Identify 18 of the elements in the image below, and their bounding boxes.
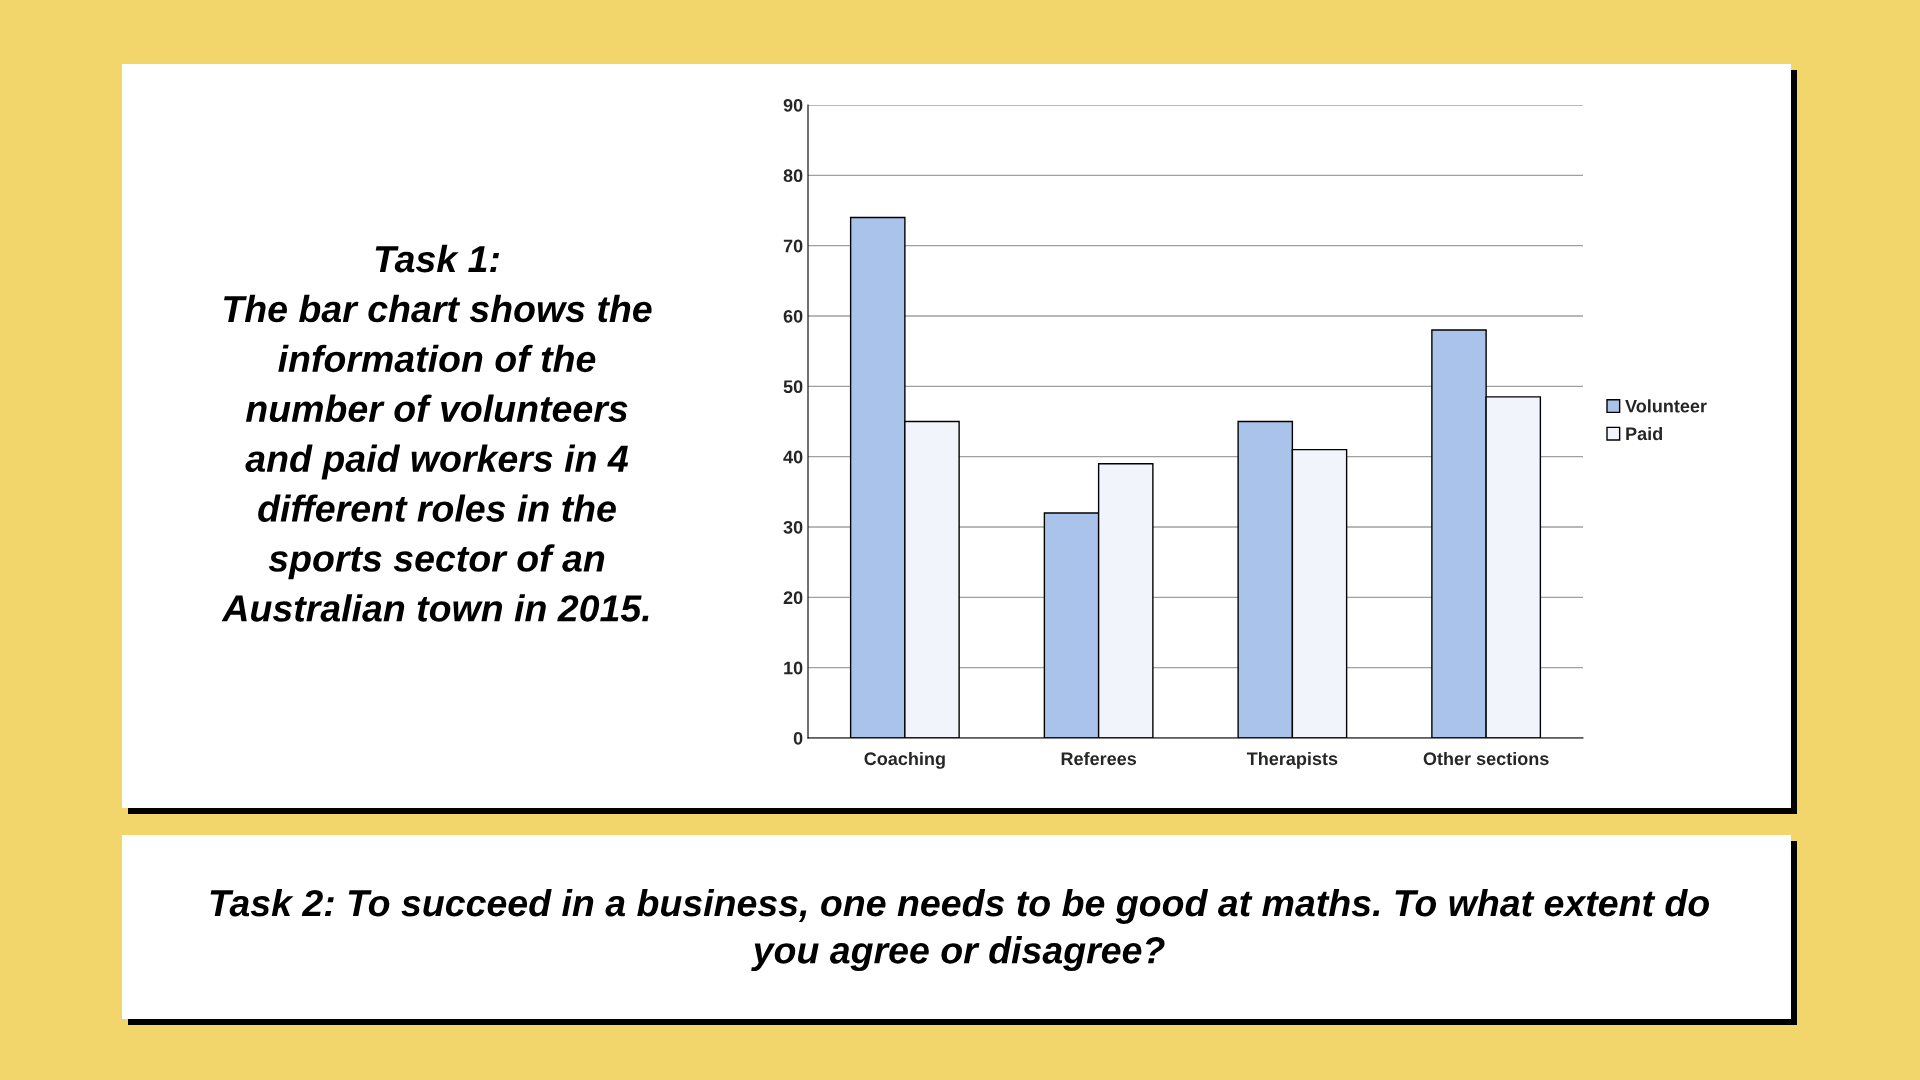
text: Task 1: The bar chart shows the information of the number of volunteers and paid workers in 4 different roles in the sports sector of an Australian town in 2015. <box>221 244 652 622</box>
text: Task 2: To succeed in a business, one needs to be good at maths. To what extent do you agree or disagree? <box>210 888 1710 972</box>
y-tick-label: 0 <box>793 731 803 745</box>
y-tick-label: 80 <box>783 169 803 183</box>
x-tick-label: Therapists <box>1246 751 1338 769</box>
x-tick-label: Other sections <box>1423 751 1549 766</box>
x-tick-label: Referees <box>1061 751 1137 766</box>
y-tick-label: 20 <box>783 591 803 605</box>
legend-label: Paid <box>1626 426 1662 441</box>
x-tick-label: Coaching <box>864 751 945 769</box>
y-tick-label: 60 <box>783 309 803 323</box>
legend-label: Volunteer <box>1625 399 1707 413</box>
y-tick-label: 40 <box>783 450 803 464</box>
y-tick-label: 50 <box>783 380 803 394</box>
y-tick-label: 70 <box>783 239 803 253</box>
y-tick-label: 30 <box>783 520 803 534</box>
y-tick-label: 90 <box>783 98 803 112</box>
y-tick-label: 10 <box>784 661 803 675</box>
